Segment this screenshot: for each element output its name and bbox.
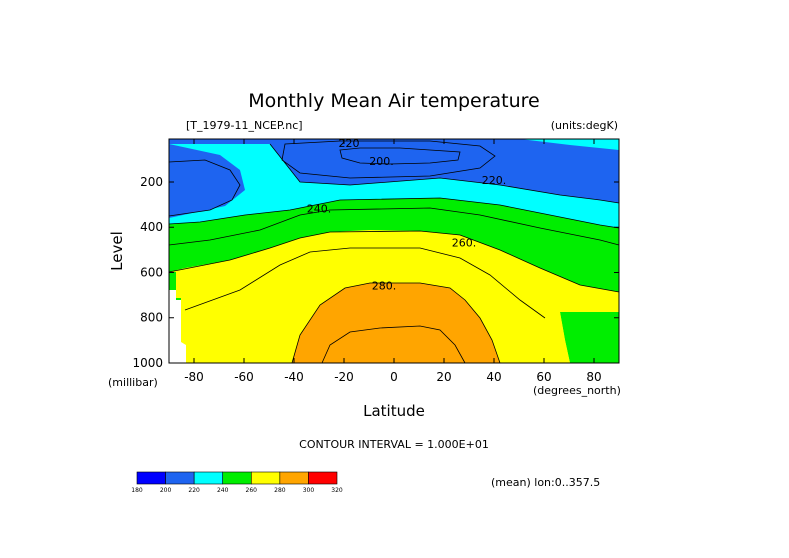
colorbar-tick-label: 320 — [331, 487, 343, 494]
y-axis-unit: (millibar) — [108, 376, 158, 389]
contour-line-240 — [168, 207, 620, 246]
y-tick-label: 600 — [140, 265, 163, 279]
colorbar-tick-label: 220 — [188, 487, 200, 494]
x-axis-unit: (degrees_north) — [533, 384, 621, 397]
colorbar-swatch — [308, 471, 338, 485]
y-axis-ticks: 200 400 600 800 1000 — [132, 175, 619, 370]
band-210-top-lobe — [282, 141, 495, 178]
colorbar-swatch — [279, 471, 309, 485]
y-tick-label: 200 — [140, 175, 163, 189]
contour-label: 280. — [372, 279, 397, 292]
colorbar-tick-label: 200 — [160, 487, 172, 494]
band-210-left-lobe — [169, 160, 240, 216]
colorbar-swatch — [165, 471, 195, 485]
colorbar-swatch — [193, 471, 224, 485]
colorbar-swatch — [250, 471, 281, 485]
x-tick-label: 40 — [486, 370, 501, 384]
band-250-right-lower — [492, 312, 570, 363]
x-tick-label: -40 — [284, 370, 304, 384]
contour-lines — [168, 140, 620, 364]
contour-line-270 — [291, 282, 501, 364]
contour-line-210 — [281, 140, 496, 179]
mean-info: (mean) lon:0..357.5 — [491, 476, 600, 489]
contour-line-260 — [184, 247, 546, 319]
contour-bands — [169, 139, 619, 363]
file-label: [T_1979-11_NCEP.nc] — [186, 119, 303, 132]
missing-data-left-edge — [169, 290, 186, 363]
colorbar-swatch — [222, 471, 252, 485]
colorbar-tick-label: 240 — [217, 487, 229, 494]
contour-label: 220. — [482, 174, 507, 187]
chart-title: Monthly Mean Air temperature — [248, 90, 539, 112]
x-tick-label: 20 — [436, 370, 451, 384]
x-tick-label: -20 — [334, 370, 354, 384]
contour-line-280 — [321, 325, 466, 364]
units-label: (units:degK) — [551, 119, 618, 132]
x-tick-label: -60 — [234, 370, 254, 384]
y-axis-label: Level — [108, 231, 126, 271]
band-270 — [292, 283, 500, 363]
y-tick-label: 1000 — [132, 356, 163, 370]
contour-label: 240. — [307, 202, 332, 215]
colorbar-swatch — [136, 471, 166, 485]
contour-line-250 — [168, 230, 620, 293]
contour-line-220 — [269, 143, 620, 204]
contour-line-210-left — [168, 159, 241, 217]
contour-label: 260. — [452, 236, 477, 249]
x-tick-label: 60 — [536, 370, 551, 384]
band-230-right-lower — [560, 312, 619, 363]
colorbar-tick-label: 180 — [131, 487, 143, 494]
y-tick-label: 400 — [140, 220, 163, 234]
y-tick-label: 800 — [140, 311, 163, 325]
contour-line-200 — [339, 147, 461, 165]
contour-label: 200. — [369, 155, 394, 168]
contour-line-230 — [168, 197, 620, 229]
x-axis-label: Latitude — [363, 402, 425, 420]
contour-interval-text: CONTOUR INTERVAL = 1.000E+01 — [299, 438, 489, 451]
colorbar: 180 200 220 240 260 280 300 320 — [131, 471, 343, 494]
x-axis-ticks: -80 -60 -40 -20 0 20 40 60 80 — [184, 139, 602, 384]
x-tick-label: 80 — [586, 370, 601, 384]
colorbar-tick-label: 260 — [246, 487, 258, 494]
colorbar-tick-label: 280 — [274, 487, 286, 494]
x-tick-label: 0 — [390, 370, 398, 384]
x-tick-label: -80 — [184, 370, 204, 384]
colorbar-tick-label: 300 — [303, 487, 315, 494]
